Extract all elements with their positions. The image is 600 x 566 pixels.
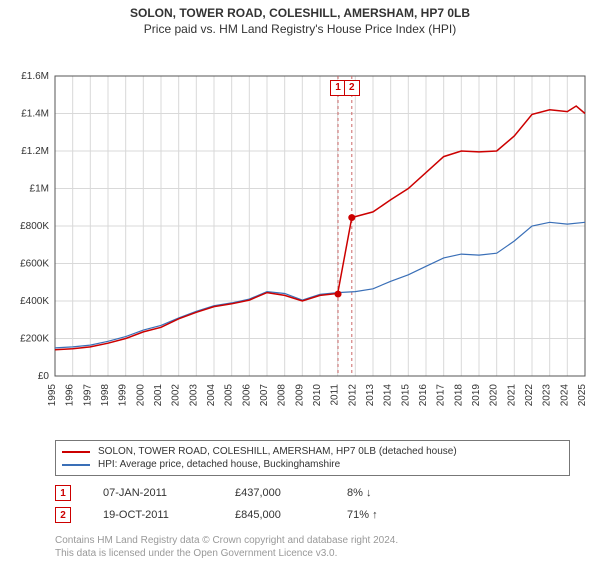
svg-text:2009: 2009 [294, 384, 305, 407]
svg-text:2013: 2013 [365, 384, 376, 407]
svg-text:2016: 2016 [418, 384, 429, 407]
svg-text:2024: 2024 [559, 384, 570, 407]
svg-text:2003: 2003 [188, 384, 199, 407]
svg-text:2007: 2007 [259, 384, 270, 407]
transaction-marker: 1 [55, 485, 71, 501]
svg-text:1998: 1998 [100, 384, 111, 407]
svg-text:2025: 2025 [577, 384, 588, 407]
svg-text:£600K: £600K [20, 259, 49, 270]
svg-text:2018: 2018 [453, 384, 464, 407]
legend-row: SOLON, TOWER ROAD, COLESHILL, AMERSHAM, … [62, 445, 563, 458]
footer-line: Contains HM Land Registry data © Crown c… [55, 534, 570, 547]
svg-text:£1.2M: £1.2M [21, 146, 49, 157]
legend-label: SOLON, TOWER ROAD, COLESHILL, AMERSHAM, … [98, 446, 457, 457]
svg-text:2006: 2006 [241, 384, 252, 407]
svg-text:2011: 2011 [330, 384, 341, 406]
transaction-row: 1 07-JAN-2011 £437,000 8% ↓ [55, 482, 570, 504]
svg-text:£1M: £1M [30, 184, 49, 195]
transaction-price: £845,000 [235, 509, 315, 521]
legend-row: HPI: Average price, detached house, Buck… [62, 458, 563, 471]
event-marker-2: 2 [344, 80, 360, 96]
transaction-change: 8% ↓ [347, 487, 407, 499]
svg-text:2017: 2017 [436, 384, 447, 407]
svg-text:2020: 2020 [489, 384, 500, 407]
chart-title: SOLON, TOWER ROAD, COLESHILL, AMERSHAM, … [0, 6, 600, 20]
svg-text:1995: 1995 [47, 384, 58, 407]
svg-text:£800K: £800K [20, 221, 49, 232]
transaction-date: 07-JAN-2011 [103, 487, 203, 499]
svg-text:2005: 2005 [224, 384, 235, 407]
transaction-change: 71% ↑ [347, 509, 407, 521]
svg-text:2021: 2021 [506, 384, 517, 407]
svg-text:2014: 2014 [383, 384, 394, 407]
legend-swatch [62, 451, 90, 453]
svg-text:2022: 2022 [524, 384, 535, 407]
footer-line: This data is licensed under the Open Gov… [55, 547, 570, 560]
svg-text:1996: 1996 [65, 384, 76, 407]
svg-text:£1.6M: £1.6M [21, 71, 49, 82]
svg-text:2001: 2001 [153, 384, 164, 407]
transaction-marker: 2 [55, 507, 71, 523]
svg-text:2004: 2004 [206, 384, 217, 407]
svg-text:£0: £0 [38, 371, 50, 382]
svg-text:£200K: £200K [20, 334, 49, 345]
transaction-row: 2 19-OCT-2011 £845,000 71% ↑ [55, 504, 570, 526]
svg-text:1997: 1997 [82, 384, 93, 407]
attribution-footer: Contains HM Land Registry data © Crown c… [55, 534, 570, 560]
line-chart: £0 £200K £400K £600K £800K £1M £1.2M £1.4M £1.6M… [0, 36, 600, 436]
svg-text:2012: 2012 [347, 384, 358, 407]
svg-text:£1.4M: £1.4M [21, 109, 49, 120]
transaction-date: 19-OCT-2011 [103, 509, 203, 521]
svg-text:2008: 2008 [277, 384, 288, 407]
transaction-price: £437,000 [235, 487, 315, 499]
legend-swatch [62, 464, 90, 466]
svg-text:£400K: £400K [20, 296, 49, 307]
svg-text:2002: 2002 [171, 384, 182, 407]
svg-text:2015: 2015 [400, 384, 411, 407]
transactions-table: 1 07-JAN-2011 £437,000 8% ↓ 2 19-OCT-2011 £845… [55, 482, 570, 526]
svg-text:2010: 2010 [312, 384, 323, 407]
svg-text:1999: 1999 [118, 384, 129, 407]
svg-text:2019: 2019 [471, 384, 482, 407]
chart-subtitle: Price paid vs. HM Land Registry's House … [0, 22, 600, 36]
svg-text:2000: 2000 [135, 384, 146, 407]
svg-text:2023: 2023 [542, 384, 553, 407]
legend: SOLON, TOWER ROAD, COLESHILL, AMERSHAM, … [55, 440, 570, 476]
chart-area: £0 £200K £400K £600K £800K £1M £1.2M £1.4M £1.6M… [0, 36, 600, 436]
legend-label: HPI: Average price, detached house, Buck… [98, 459, 340, 470]
